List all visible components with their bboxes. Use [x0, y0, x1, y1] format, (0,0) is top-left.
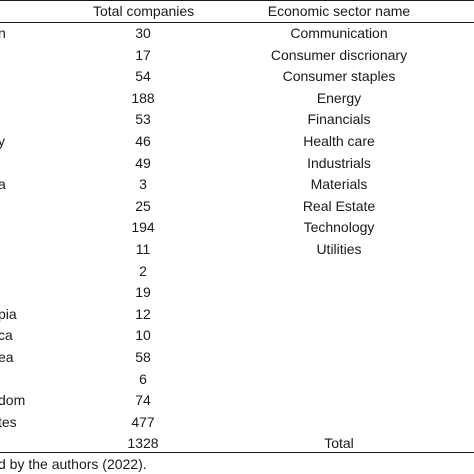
cell-sector: Industrials: [307, 154, 371, 171]
cell-sector: Materials: [310, 176, 368, 193]
table-top-rule: [0, 0, 474, 1]
cell-sector: Consumer staples: [282, 68, 396, 85]
cell-total: 25: [135, 197, 151, 214]
cell-total: 2: [139, 262, 147, 279]
cell-total: 12: [135, 305, 151, 322]
cell-sector: Utilities: [316, 241, 362, 257]
cell-total: 17: [135, 46, 151, 63]
cell-sector: Energy: [316, 89, 362, 106]
cell-country: tes: [0, 413, 17, 430]
cell-total: 477: [131, 413, 155, 430]
cell-sector: Communication: [290, 25, 388, 41]
cell-total: 54: [135, 68, 151, 85]
cell-total: 53: [135, 111, 151, 128]
cell-total: 49: [135, 154, 151, 171]
cell-country: y: [0, 133, 5, 149]
cell-sector: Health care: [303, 133, 375, 149]
cell-total: 19: [135, 284, 151, 301]
cell-total: 11: [135, 241, 151, 257]
cell-total: 194: [131, 219, 155, 236]
cell-total: 3: [139, 176, 147, 193]
cell-country: a: [0, 176, 6, 193]
cell-sector: Technology: [303, 219, 375, 236]
cell-sector: Real Estate: [302, 197, 376, 214]
cell-country: ea: [0, 349, 14, 365]
cell-total: 1328: [127, 435, 159, 452]
cell-total: 188: [131, 89, 155, 106]
cell-country: ca: [0, 327, 13, 344]
table-bottom-rule: [0, 452, 474, 453]
header-rule: [0, 22, 474, 23]
cell-total: 58: [135, 349, 151, 365]
cell-total: 74: [135, 392, 151, 409]
cell-country: dom: [0, 392, 26, 409]
cell-sector: Total: [324, 435, 354, 452]
cell-total: 10: [135, 327, 151, 344]
cell-sector: Financials: [307, 111, 371, 128]
source-note: d by the authors (2022).: [0, 456, 147, 472]
cell-country: pia: [0, 305, 17, 322]
cell-total: 30: [135, 25, 151, 41]
cell-total: 46: [135, 133, 151, 149]
header-total-companies: Total companies: [93, 3, 195, 19]
cell-country: n: [0, 25, 6, 41]
cell-total: 6: [139, 370, 147, 387]
header-sector-name: Economic sector name: [267, 3, 411, 19]
cell-sector: Consumer discrionary: [270, 46, 408, 63]
